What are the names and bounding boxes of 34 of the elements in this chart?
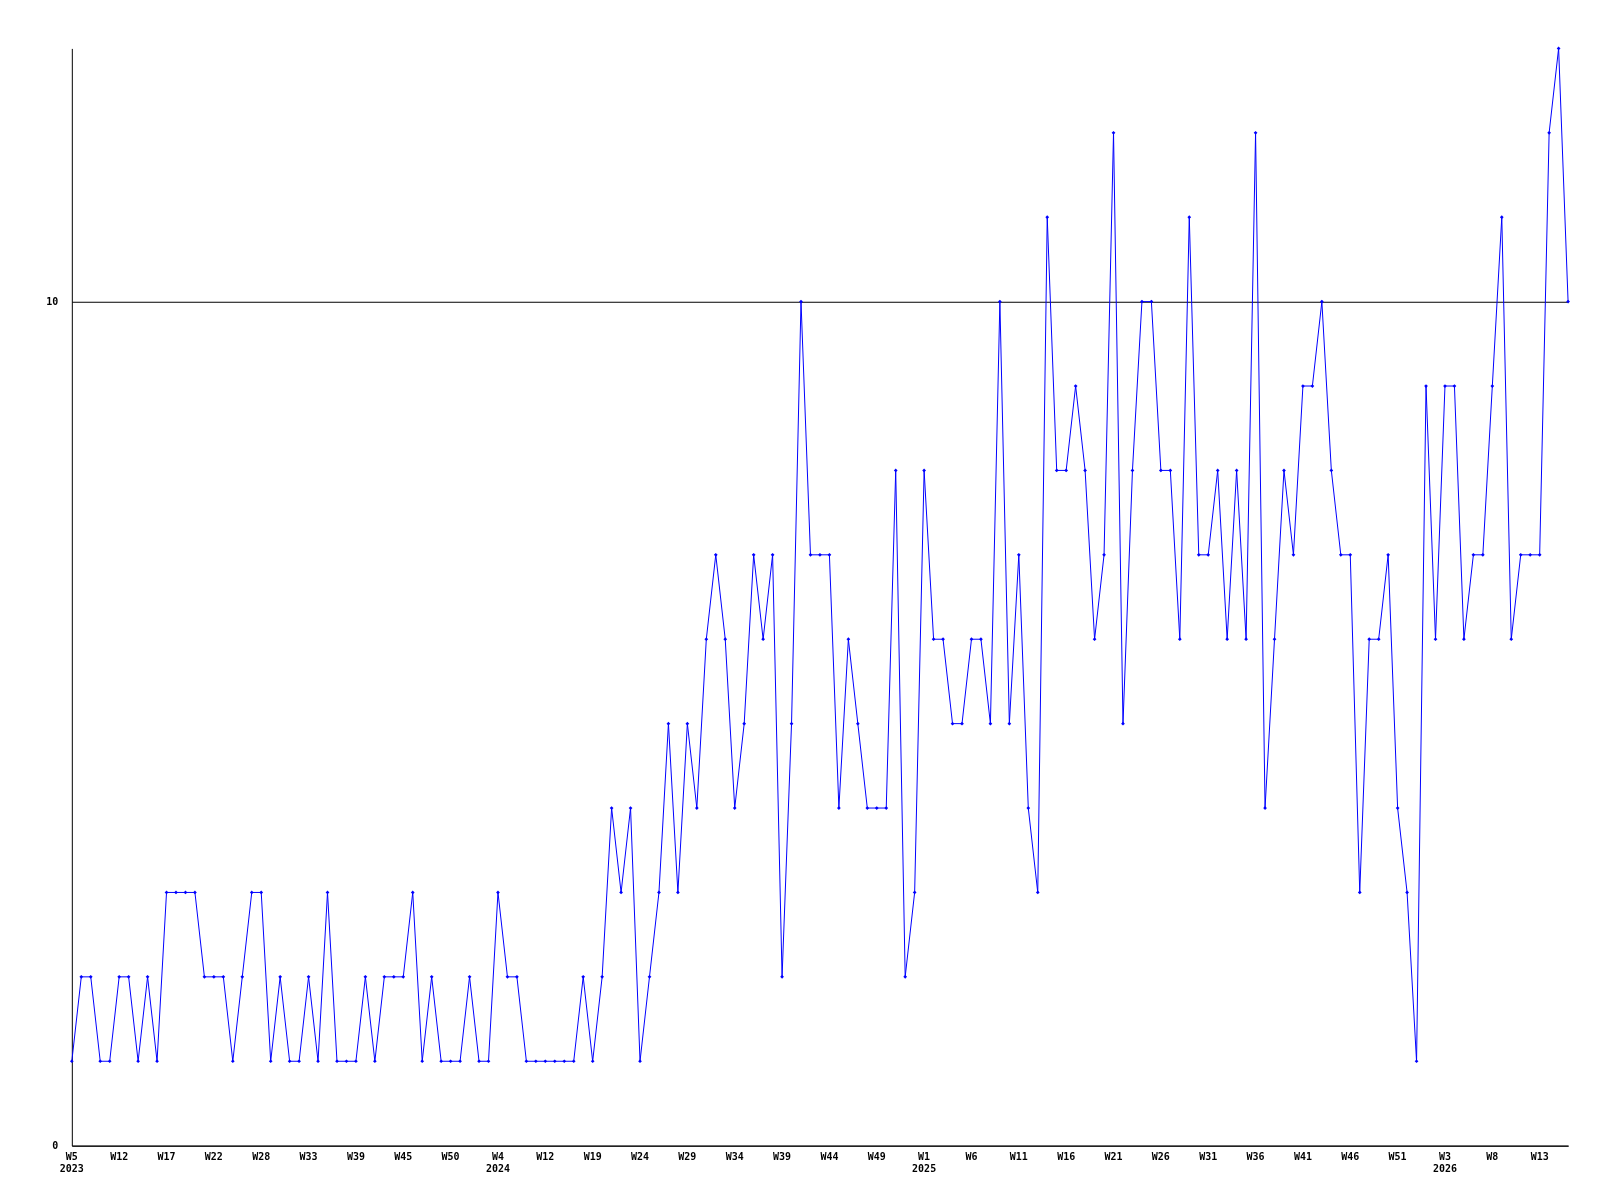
x-tick-label: W34 [725, 1150, 744, 1162]
x-tick-label: W4 2024 [485, 1150, 510, 1174]
x-tick-label: W29 [678, 1150, 697, 1162]
x-tick-label: W41 [1293, 1150, 1312, 1162]
x-tick-label: W31 [1199, 1150, 1218, 1162]
x-tick-label: W8 [1486, 1150, 1499, 1162]
x-tick-label: W45 [394, 1150, 413, 1162]
x-tick-label: W28 [252, 1150, 271, 1162]
x-tick-label: W26 [1151, 1150, 1170, 1162]
x-tick-label: W3 2026 [1432, 1150, 1457, 1174]
x-tick-label: W39 [346, 1150, 365, 1162]
x-tick-label: W6 [965, 1150, 978, 1162]
x-tick-label: W24 [631, 1150, 650, 1162]
x-tick-label: W44 [820, 1150, 839, 1162]
x-tick-label: W33 [299, 1150, 318, 1162]
x-tick-label: W39 [773, 1150, 792, 1162]
x-tick-label: W50 [441, 1150, 460, 1162]
x-tick-label: W51 [1388, 1150, 1407, 1162]
x-tick-label: W22 [204, 1150, 223, 1162]
x-tick-label: W46 [1341, 1150, 1360, 1162]
y-tick-label: 0 [52, 1140, 59, 1152]
x-tick-label: W17 [157, 1150, 176, 1162]
x-tick-label: W12 [110, 1150, 129, 1162]
x-tick-label: W11 [1009, 1150, 1028, 1162]
x-tick-label: W36 [1246, 1150, 1265, 1162]
x-tick-label: W12 [536, 1150, 555, 1162]
x-tick-label: W13 [1530, 1150, 1549, 1162]
x-tick-label: W5 2023 [59, 1150, 84, 1174]
x-tick-label: W19 [583, 1150, 602, 1162]
x-tick-label: W49 [867, 1150, 886, 1162]
x-tick-label: W16 [1057, 1150, 1076, 1162]
x-tick-label: W21 [1104, 1150, 1123, 1162]
y-tick-label: 10 [46, 296, 59, 308]
x-tick-label: W1 2025 [912, 1150, 937, 1174]
